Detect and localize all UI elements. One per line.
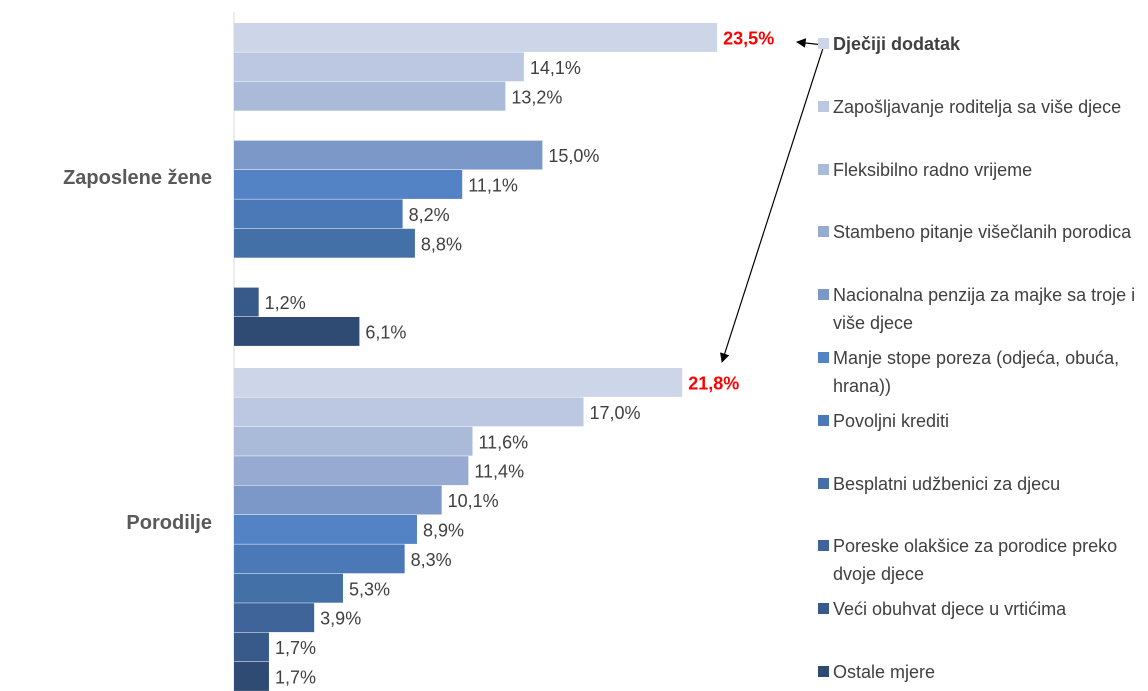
legend-swatch: [818, 352, 829, 363]
legend-swatch: [818, 666, 829, 677]
legend-label: Nacionalna penzija za majke sa troje i v…: [833, 285, 1136, 334]
bar: [234, 632, 269, 662]
data-label: 11,6%: [478, 432, 528, 452]
legend-swatch: [818, 100, 829, 112]
data-label: 6,1%: [365, 322, 406, 342]
legend-swatch: [818, 38, 829, 49]
bar: [234, 81, 506, 111]
data-label: 5,3%: [349, 579, 390, 599]
bar: [234, 317, 360, 346]
legend-label: Zapošljavanje roditelja sa više djece: [833, 96, 1122, 117]
legend-item: Povoljni krediti: [818, 407, 1148, 435]
legend-item: Fleksibilno radno vrijeme: [818, 156, 1148, 184]
bar: [234, 140, 543, 170]
data-label: 11,1%: [468, 175, 518, 195]
legend-swatch: [818, 289, 829, 301]
legend-item: Veći obuhvat djece u vrtićima: [818, 595, 1148, 623]
legend-label: Stambeno pitanje višečlanih porodica: [833, 222, 1132, 243]
bar: [234, 485, 442, 515]
legend-label: Poreske olakšice za porodice preko dvoje…: [833, 536, 1118, 585]
bar: [234, 368, 683, 397]
bar: [234, 287, 259, 317]
bar: [234, 544, 405, 574]
bar: [234, 426, 473, 456]
data-label: 8,8%: [421, 234, 462, 254]
bar: [234, 228, 415, 258]
data-label: 21,8%: [688, 373, 739, 393]
legend-swatch: [818, 414, 829, 426]
legend-swatch: [818, 163, 829, 175]
legend-swatch: [818, 603, 829, 615]
bar: [234, 170, 463, 199]
data-label: 10,1%: [448, 491, 499, 511]
data-label: 14,1%: [530, 58, 581, 78]
data-label: 1,2%: [265, 293, 306, 313]
legend-item: Ostale mjere: [818, 658, 1148, 686]
legend-item: Dječiji dodatak: [818, 30, 1148, 58]
legend-label: Manje stope poreza (odjeća, obuća, hrana…: [833, 348, 1120, 396]
legend-item: Stambeno pitanje višečlanih porodica: [818, 218, 1148, 246]
bar: [234, 573, 343, 603]
legend-swatch: [818, 226, 829, 238]
legend-label: Ostale mjere: [833, 662, 936, 682]
bar: [234, 603, 315, 633]
data-label: 1,7%: [275, 667, 316, 687]
legend-label: Fleksibilno radno vrijeme: [833, 159, 1033, 180]
data-label: 3,9%: [320, 609, 361, 629]
bar: [234, 23, 718, 52]
data-label: 15,0%: [548, 146, 599, 166]
legend-swatch: [818, 477, 829, 489]
data-label: 17,0%: [590, 403, 641, 423]
data-label: 8,9%: [423, 520, 464, 540]
bar: [234, 515, 417, 544]
data-label: 8,2%: [409, 205, 450, 225]
bar: [234, 52, 524, 82]
legend-item: Zapošljavanje roditelja sa više djece: [818, 93, 1148, 121]
legend-swatch: [818, 540, 829, 552]
bar: [234, 199, 403, 229]
legend-item: Besplatni udžbenici za djecu: [818, 470, 1148, 498]
category-label: Porodilje: [126, 512, 212, 534]
data-label: 23,5%: [723, 28, 774, 48]
legend-item: Poreske olakšice za porodice preko dvoje…: [818, 532, 1148, 588]
bar: [234, 397, 584, 427]
data-label: 11,4%: [474, 462, 524, 482]
arrow: [720, 38, 825, 363]
bar: [234, 662, 269, 691]
legend-label: Povoljni krediti: [833, 410, 950, 431]
data-label: 8,3%: [411, 550, 452, 570]
legend-label: Veći obuhvat djece u vrtićima: [833, 599, 1067, 620]
bar: [234, 456, 469, 486]
category-label: Zaposlene žene: [63, 167, 212, 189]
legend-item: Nacionalna penzija za majke sa troje i v…: [818, 281, 1148, 337]
data-label: 1,7%: [275, 638, 316, 658]
data-label: 13,2%: [511, 87, 562, 107]
legend-label: Dječiji dodatak: [833, 34, 961, 54]
legend-item: Manje stope poreza (odjeća, obuća, hrana…: [818, 344, 1148, 400]
legend-label: Besplatni udžbenici za djecu: [833, 473, 1061, 494]
